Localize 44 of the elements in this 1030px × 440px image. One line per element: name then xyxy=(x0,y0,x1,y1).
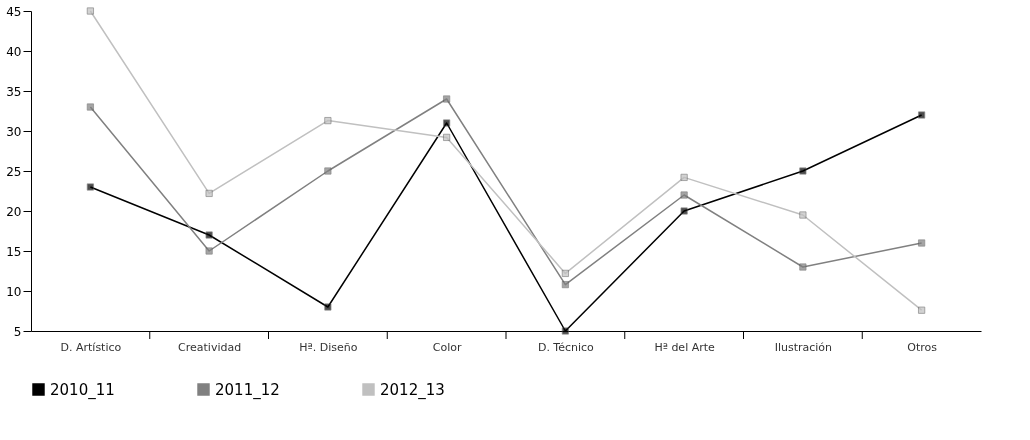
x-tick-label: Hª del Arte xyxy=(654,340,716,354)
legend-label: 2011_12 xyxy=(215,380,280,400)
point xyxy=(443,133,451,141)
x-tick-label: Color xyxy=(432,340,462,354)
point xyxy=(324,303,332,311)
point xyxy=(561,327,569,335)
legend-label: 2012_13 xyxy=(380,380,445,400)
point xyxy=(918,239,926,247)
y-tick-label: 30 xyxy=(6,124,22,139)
y-tick-label: 15 xyxy=(6,244,22,259)
point xyxy=(799,211,807,219)
x-tick-label: D. Técnico xyxy=(537,340,595,354)
point xyxy=(918,306,926,314)
point xyxy=(561,269,569,277)
point xyxy=(86,7,94,15)
x-tick-label: Otros xyxy=(907,340,938,354)
point xyxy=(324,167,332,175)
point xyxy=(680,191,688,199)
point xyxy=(86,103,94,111)
x-tick-label: Creatividad xyxy=(178,340,242,354)
y-tick-label: 35 xyxy=(6,84,22,99)
x-tick-label: Hª. Diseño xyxy=(299,340,358,354)
point xyxy=(561,281,569,289)
x-tick-label: Ilustración xyxy=(774,340,833,354)
point xyxy=(443,95,451,103)
y-tick-label: 10 xyxy=(6,284,22,299)
point xyxy=(680,207,688,215)
legend-label: 2010_11 xyxy=(50,380,115,400)
point xyxy=(443,119,451,127)
y-tick-label: 40 xyxy=(6,44,22,59)
y-tick-label: 45 xyxy=(6,4,22,19)
point xyxy=(918,111,926,119)
point xyxy=(680,173,688,181)
point xyxy=(799,263,807,271)
y-tick-label: 20 xyxy=(6,204,22,219)
point xyxy=(205,189,213,197)
x-tick-label: D. Artístico xyxy=(60,340,122,354)
point xyxy=(324,117,332,125)
y-tick-label: 5 xyxy=(13,324,22,339)
point xyxy=(799,167,807,175)
point xyxy=(205,247,213,255)
point xyxy=(205,231,213,239)
point xyxy=(86,183,94,191)
y-tick-label: 25 xyxy=(6,164,22,179)
